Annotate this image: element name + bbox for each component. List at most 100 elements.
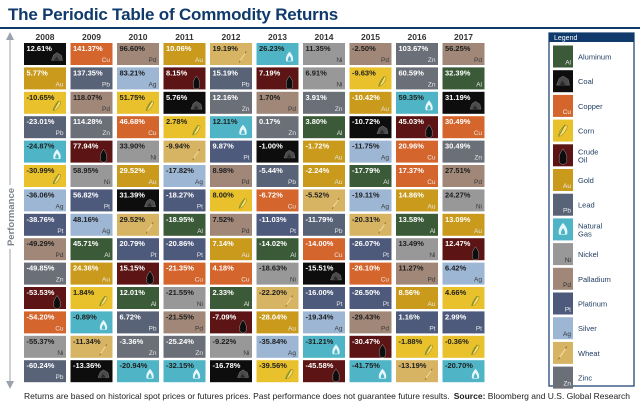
cell-gold-2012: 7.14% Au [210, 238, 252, 261]
cell-value: -18.63% [259, 264, 287, 273]
cell-bg [303, 238, 345, 261]
cell-aluminum-2013: -14.02%Al [256, 238, 299, 261]
legend-item-copper: Cu Copper [553, 94, 603, 117]
natural-gas-icon [425, 100, 433, 111]
cell-palladium-2009: 118.07% Pd [70, 91, 113, 114]
cell-value: 24.36% [73, 264, 99, 273]
cell-copper-2013: -6.72% Cu [256, 189, 299, 212]
cell-value: 12.11% [213, 117, 238, 126]
cell-symbol: Zn [102, 130, 110, 137]
cell-value: -24.87% [27, 142, 55, 151]
coal-icon [469, 101, 482, 110]
cell-palladium-2012: 7.52% Pd [210, 213, 252, 236]
cell-crude-oil-2015: -30.47% [349, 335, 392, 358]
cell-crude-oil-2017: 12.47% [442, 238, 485, 261]
cell-crude-oil-2013: 7.19% [256, 67, 299, 90]
page-title: The Periodic Table of Commodity Returns [8, 5, 339, 24]
cell-bg [303, 213, 345, 236]
cell-value: 45.71% [73, 239, 99, 248]
legend-symbol: Pt [565, 307, 571, 314]
cell-value: -16.00% [306, 288, 334, 297]
legend-label: Copper [578, 102, 603, 111]
legend-swatch [553, 267, 573, 290]
cell-symbol: Ag [381, 203, 389, 210]
cell-value: 56.25% [445, 44, 471, 53]
cell-gold-2010: 29.52%Au [117, 165, 159, 187]
cell-symbol: Cu [148, 130, 157, 137]
cell-value: -11.03% [259, 215, 287, 224]
cell-value: 2.78% [166, 117, 188, 126]
cell-bg [163, 189, 206, 212]
legend-label: Wheat [578, 349, 601, 358]
cell-symbol: Zn [242, 106, 250, 113]
cell-palladium-2011: -21.55%Pd [163, 311, 206, 334]
cell-symbol: Au [195, 57, 203, 64]
cell-silver-2017: 6.42% Ag [442, 262, 485, 285]
cell-bg [163, 287, 206, 309]
cell-value: -5.52% [306, 190, 330, 199]
cell-crude-oil-2012: -7.09% [210, 311, 252, 334]
cell-gold-2016: 14.86%Au [396, 189, 438, 212]
cell-value: 56.82% [73, 190, 99, 199]
cell-bg [117, 238, 159, 261]
cell-bg [396, 43, 438, 65]
cell-bg [117, 116, 159, 139]
cell-aluminum-2017: 32.39% Al [442, 67, 485, 90]
cell-symbol: Zn [335, 106, 343, 113]
cell-lead-2008: -23.01%Pb [24, 116, 66, 139]
cell-symbol: Pb [56, 130, 64, 137]
legend-symbol: Al [565, 60, 571, 67]
cell-palladium-2016: 11.27% Pd [396, 262, 438, 285]
cell-value: 31.19% [445, 93, 471, 102]
cell-gold-2013: -28.04%Au [256, 311, 299, 334]
cell-silver-2013: -35.84%Ag [256, 335, 299, 358]
coal-icon [97, 369, 110, 378]
cell-value: 11.35% [306, 44, 331, 53]
cell-silver-2010: 83.21%Ag [117, 67, 159, 90]
cell-bg [303, 67, 345, 90]
wheat-icon [238, 51, 247, 63]
cell-symbol: Ni [57, 350, 63, 357]
legend-header-bg [549, 33, 634, 42]
cell-value: 24.27% [445, 190, 471, 199]
year-header-2012: 2012 [222, 32, 241, 42]
cell-value: 33.90% [120, 142, 146, 151]
legend-symbol: Au [563, 183, 571, 190]
legend-swatch [553, 169, 573, 191]
cell-copper-2016: 20.96%Cu [396, 140, 438, 163]
cell-value: -32.15% [166, 361, 194, 370]
cell-gold-2015: -10.42%Au [349, 91, 392, 114]
natural-gas-icon [99, 319, 108, 330]
cell-value: 45.03% [399, 117, 425, 126]
cell-bg [210, 91, 252, 114]
cell-bg [24, 116, 66, 139]
cell-value: -26.07% [352, 239, 380, 248]
legend-symbol: Pd [563, 282, 571, 289]
cell-value: 114.28% [73, 117, 103, 126]
performance-axis: Performance [4, 32, 17, 389]
cell-symbol: Cu [55, 325, 64, 332]
cell-bg [117, 165, 159, 187]
cell-value: -53.53% [27, 288, 55, 297]
cell-symbol: Ag [56, 203, 64, 210]
cell-value: -25.24% [166, 337, 194, 346]
cell-corn-2012: 8.00% [210, 189, 252, 212]
cell-symbol: Zn [428, 57, 436, 64]
cell-value: -26.10% [352, 264, 380, 273]
cell-symbol: Pd [288, 106, 296, 113]
cell-bg [256, 262, 299, 285]
cell-zinc-2016: 60.59%Zn [396, 67, 438, 90]
legend-item-silver: Ag Silver [553, 317, 597, 340]
cell-symbol: Pd [474, 179, 482, 186]
coal-icon [283, 149, 296, 159]
cell-coal-2008: 12.61% [24, 43, 66, 65]
cell-symbol: Pd [102, 106, 110, 113]
cell-value: 13.09% [445, 215, 471, 224]
cell-zinc-2016: 103.67% Zn [396, 43, 438, 65]
year-header-2017: 2017 [454, 32, 473, 42]
cell-symbol: Ag [195, 179, 203, 186]
cell-symbol: Au [428, 203, 436, 210]
cell-value: -20.94% [120, 361, 148, 370]
year-header-2009: 2009 [82, 32, 101, 42]
cell-bg [442, 213, 485, 236]
